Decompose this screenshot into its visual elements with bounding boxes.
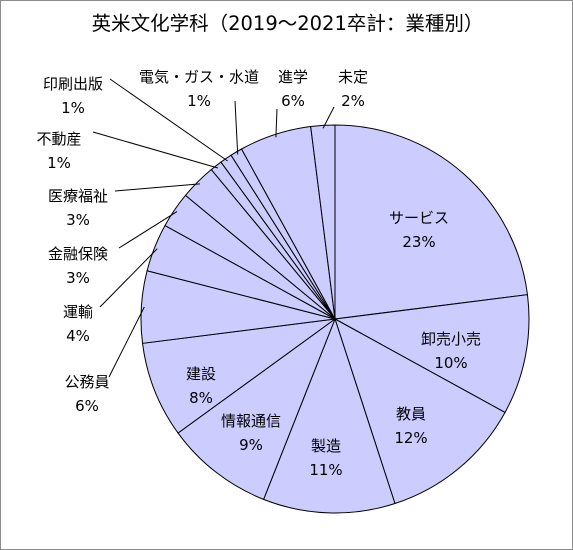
slice-value-label: 3% bbox=[66, 269, 90, 287]
slice-label: 公務員 bbox=[64, 373, 109, 391]
pie-slice bbox=[177, 317, 337, 501]
slice-label: 進学 bbox=[278, 68, 308, 86]
slice-value-label: 10% bbox=[434, 354, 467, 372]
leader-line bbox=[114, 183, 200, 192]
slice-label: 医療福祉 bbox=[48, 187, 108, 205]
leader-line bbox=[234, 100, 239, 155]
chart-title: 英米文化学科（2019～2021卒計：業種別） bbox=[91, 12, 484, 35]
leader-line bbox=[109, 78, 228, 162]
slice-label: サービス bbox=[389, 209, 449, 227]
slice-value-label: 9% bbox=[239, 436, 263, 454]
slice-label: 電気・ガス・水道 bbox=[139, 68, 259, 86]
slice-label: 運輸 bbox=[63, 303, 93, 321]
leader-line bbox=[275, 108, 278, 138]
pie-slice bbox=[310, 124, 336, 320]
leader-line bbox=[92, 131, 219, 169]
slice-value-label: 6% bbox=[75, 397, 99, 415]
slice-label: 金融保険 bbox=[48, 245, 108, 263]
slice-label: 不動産 bbox=[36, 130, 81, 148]
slice-label: 未定 bbox=[338, 68, 368, 86]
pie-slice bbox=[334, 124, 529, 320]
slice-value-label: 3% bbox=[66, 211, 90, 229]
slice-value-label: 8% bbox=[189, 389, 213, 407]
slice-value-label: 23% bbox=[402, 233, 435, 251]
slice-label: 教員 bbox=[396, 405, 426, 423]
leader-line bbox=[118, 211, 178, 249]
slice-value-label: 4% bbox=[66, 327, 90, 345]
pie-slice bbox=[333, 294, 530, 414]
slice-label: 卸売小売 bbox=[421, 330, 481, 348]
slice-label: 情報通信 bbox=[221, 412, 281, 430]
pie-slice bbox=[334, 317, 506, 505]
leader-line bbox=[99, 248, 158, 308]
slice-value-label: 6% bbox=[281, 92, 305, 110]
slice-value-label: 11% bbox=[309, 461, 342, 479]
slice-value-label: 12% bbox=[394, 429, 427, 447]
leader-lines bbox=[92, 78, 335, 378]
pie-slice bbox=[262, 317, 396, 514]
slice-label: 印刷出版 bbox=[43, 75, 103, 93]
pie-slices bbox=[140, 124, 530, 514]
slice-value-label: 1% bbox=[47, 154, 71, 172]
leader-line bbox=[108, 306, 145, 378]
pie-slice bbox=[141, 318, 336, 434]
slice-value-label: 1% bbox=[61, 99, 85, 117]
leader-line bbox=[322, 106, 335, 129]
slice-value-label: 2% bbox=[341, 92, 365, 110]
slice-value-label: 1% bbox=[187, 92, 211, 110]
slice-label: 建設 bbox=[186, 365, 216, 383]
slice-label: 製造 bbox=[311, 437, 341, 455]
slice-labels: サービス 23% 卸売小売 10% 教員 12% 製造 11% 情報通信 9% 建設 8% 公務員 6% 運… bbox=[36, 68, 481, 479]
